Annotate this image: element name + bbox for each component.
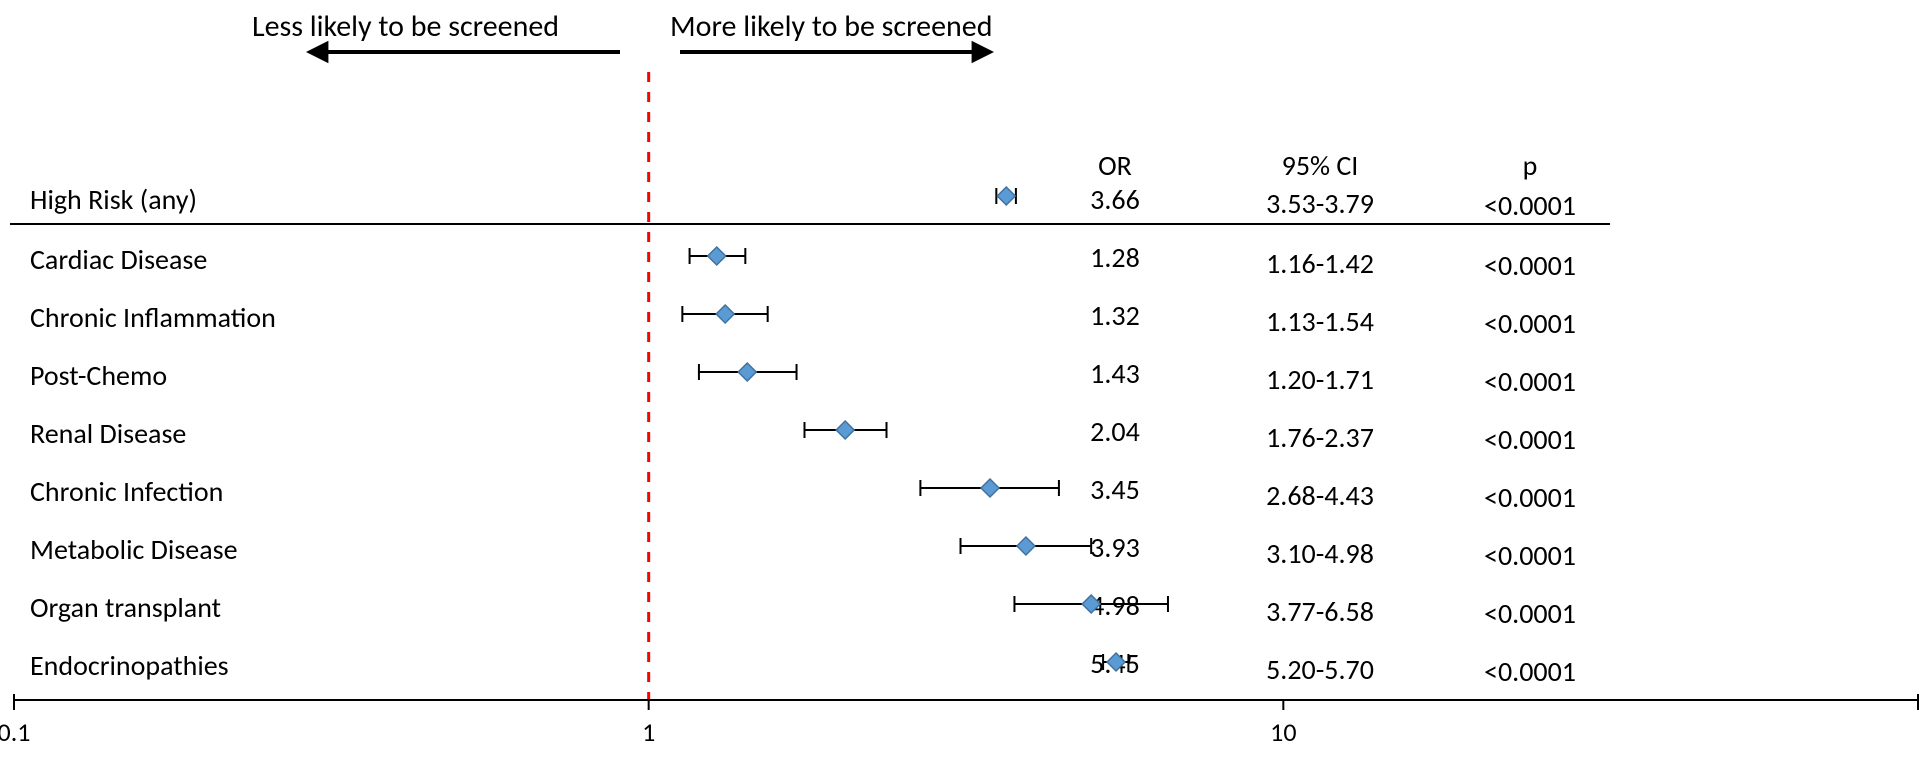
forest-plot-figure: Less likely to be screened More likely t… bbox=[0, 0, 1920, 772]
plot-svg bbox=[0, 0, 1920, 772]
